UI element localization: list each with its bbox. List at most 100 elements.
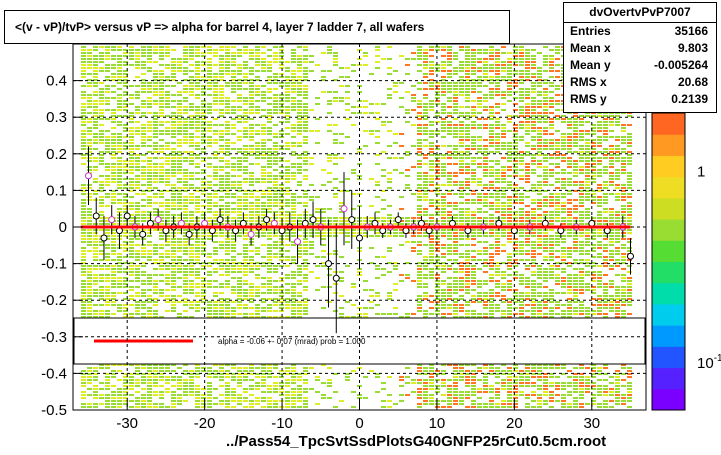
heat-cell [189, 70, 194, 72]
heat-cell [453, 310, 458, 312]
heat-cell [477, 280, 482, 282]
heat-cell [87, 142, 92, 144]
heat-cell [471, 199, 476, 201]
heat-cell [285, 85, 290, 87]
heat-cell [471, 181, 476, 183]
heat-cell [111, 364, 116, 366]
heat-cell [435, 64, 440, 66]
heat-cell [423, 172, 428, 174]
heat-cell [327, 367, 332, 369]
heat-cell [219, 151, 224, 153]
heat-cell [177, 133, 182, 135]
heat-cell [249, 178, 254, 180]
heat-cell [243, 367, 248, 369]
heat-cell [159, 88, 164, 90]
heat-cell [267, 388, 272, 390]
heat-cell [249, 256, 254, 258]
heat-cell [99, 259, 104, 261]
heat-cell [429, 184, 434, 186]
heat-cell [99, 133, 104, 135]
heat-cell [111, 193, 116, 195]
heat-cell [261, 91, 266, 93]
heat-cell [87, 382, 92, 384]
heat-cell [453, 379, 458, 381]
heat-cell [105, 97, 110, 99]
heat-cell [93, 157, 98, 159]
heat-cell [249, 394, 254, 396]
heat-cell [459, 400, 464, 402]
heat-cell [465, 364, 470, 366]
heat-cell [327, 274, 332, 276]
heat-cell [117, 73, 122, 75]
heat-cell [477, 250, 482, 252]
heat-cell [405, 241, 410, 243]
heat-cell [123, 364, 128, 366]
heat-cell [111, 175, 116, 177]
heat-cell [297, 58, 302, 60]
heat-cell [417, 82, 422, 84]
heat-cell [207, 166, 212, 168]
heat-cell [183, 217, 188, 219]
heat-cell [261, 193, 266, 195]
heat-cell [423, 190, 428, 192]
heat-cell [279, 298, 284, 300]
heat-cell [279, 112, 284, 114]
heat-cell [189, 109, 194, 111]
heat-cell [261, 175, 266, 177]
heat-cell [303, 151, 308, 153]
heat-cell [123, 283, 128, 285]
heat-cell [441, 247, 446, 249]
heat-cell [483, 151, 488, 153]
heat-cell [465, 49, 470, 51]
heat-cell [441, 304, 446, 306]
heat-cell [147, 103, 152, 105]
heat-cell [147, 82, 152, 84]
heat-cell [435, 133, 440, 135]
heat-cell [195, 253, 200, 255]
heat-cell [375, 292, 380, 294]
heat-cell [219, 94, 224, 96]
heat-cell [483, 172, 488, 174]
heat-cell [441, 373, 446, 375]
heat-cell [255, 151, 260, 153]
heat-cell [297, 247, 302, 249]
heat-cell [297, 127, 302, 129]
heat-cell [465, 370, 470, 372]
heat-cell [243, 292, 248, 294]
heat-cell [459, 124, 464, 126]
heat-cell [255, 397, 260, 399]
heat-cell [273, 217, 278, 219]
heat-cell [243, 148, 248, 150]
heat-cell [153, 136, 158, 138]
heat-cell [417, 190, 422, 192]
heat-cell [177, 196, 182, 198]
heat-cell [123, 70, 128, 72]
heat-cell [171, 58, 176, 60]
heat-cell [369, 73, 374, 75]
heat-cell [267, 76, 272, 78]
heat-cell [303, 373, 308, 375]
heat-cell [249, 364, 254, 366]
heat-cell [225, 208, 230, 210]
heat-cell [153, 85, 158, 87]
heat-cell [429, 88, 434, 90]
heat-cell [285, 256, 290, 258]
heat-cell [111, 178, 116, 180]
heat-cell [465, 85, 470, 87]
heat-cell [195, 376, 200, 378]
heat-cell [81, 217, 86, 219]
heat-cell [279, 304, 284, 306]
heat-cell [219, 376, 224, 378]
heat-cell [375, 61, 380, 63]
heat-cell [231, 208, 236, 210]
heat-cell [285, 76, 290, 78]
heat-cell [441, 55, 446, 57]
heat-cell [135, 133, 140, 135]
heat-cell [303, 244, 308, 246]
heat-cell [453, 130, 458, 132]
heat-cell [99, 190, 104, 192]
heat-cell [177, 82, 182, 84]
heat-cell [465, 76, 470, 78]
heat-cell [333, 283, 338, 285]
heat-cell [117, 406, 122, 408]
